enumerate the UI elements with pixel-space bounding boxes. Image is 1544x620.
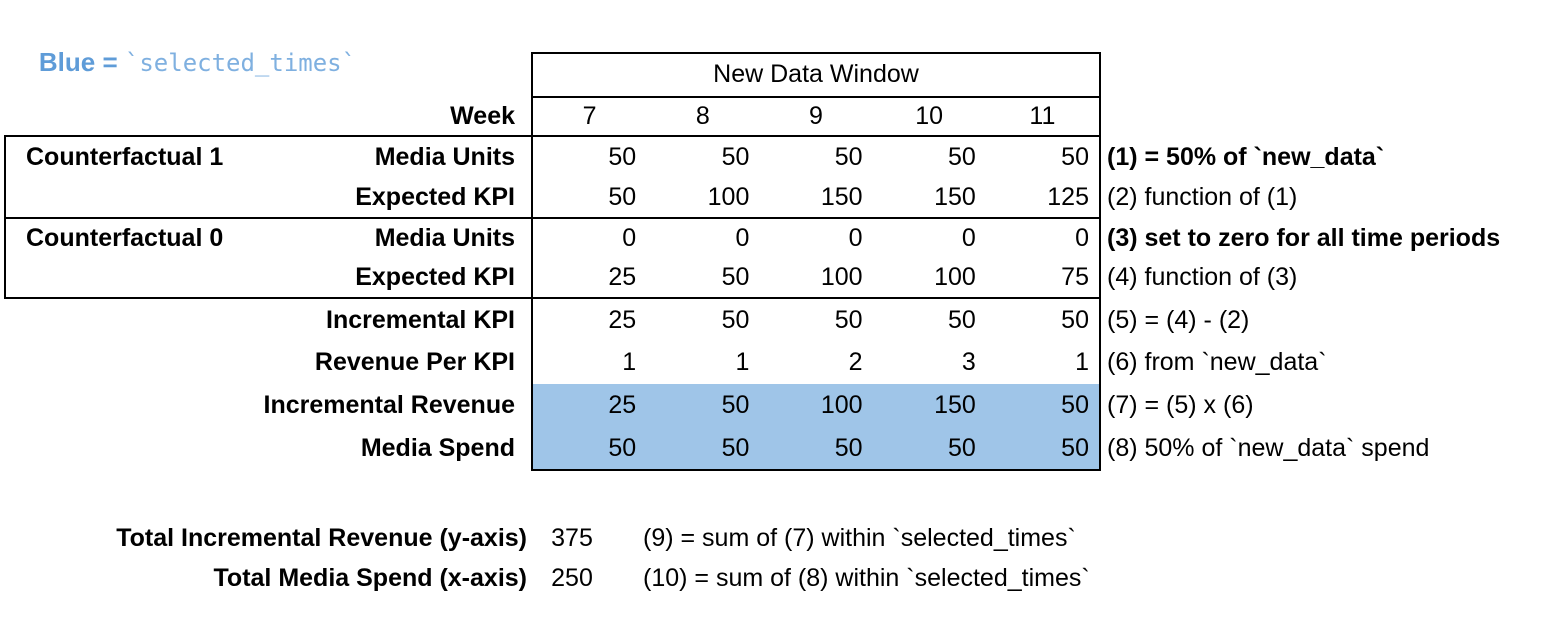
legend: Blue = `selected_times`: [10, 16, 356, 109]
week-cell: 10: [915, 101, 944, 130]
row-label: Incremental Revenue: [263, 391, 516, 419]
week-cell: 9: [809, 101, 823, 130]
row-annotation: (7) = (5) x (6): [1107, 391, 1254, 419]
table-cell: 125: [1047, 182, 1089, 211]
row-annotation: (8) 50% of `new_data` spend: [1107, 434, 1430, 462]
week-cell: 11: [1029, 101, 1056, 130]
table-cell: 25: [608, 305, 637, 334]
table-cell: 3: [961, 348, 976, 376]
table-cell: 50: [721, 305, 750, 334]
total-incremental-revenue-label: Total Incremental Revenue (y-axis): [116, 523, 527, 552]
rule-under-cf0: [531, 297, 1101, 299]
total-media-spend-value: 250: [551, 563, 593, 592]
table-cell: 50: [608, 142, 637, 171]
total-incremental-revenue-value: 375: [551, 523, 593, 552]
table-cell: 2: [848, 348, 863, 376]
table-cell: 50: [834, 305, 863, 334]
week-cell: 7: [582, 101, 597, 130]
row-label: Expected KPI: [355, 263, 515, 291]
row-annotation: (3) set to zero for all time periods: [1107, 223, 1501, 252]
table-cell: 50: [834, 434, 863, 462]
rule-under-week-row: [531, 135, 1101, 137]
total-incremental-revenue-annotation: (9) = sum of (7) within `selected_times`: [643, 523, 1076, 552]
row-label: Incremental KPI: [326, 305, 515, 334]
table-cell: 0: [1075, 223, 1089, 252]
table-cell: 50: [947, 142, 976, 171]
row-annotation: (1) = 50% of `new_data`: [1107, 142, 1385, 171]
table-cell: 1: [1075, 348, 1089, 376]
week-cell: 8: [695, 101, 710, 130]
table-cell: 100: [707, 182, 750, 211]
table-cell: 0: [848, 223, 863, 252]
legend-code: `selected_times`: [124, 49, 357, 77]
row-label: Revenue Per KPI: [314, 348, 515, 376]
table-cell: 1: [622, 348, 637, 376]
table-cell: 50: [608, 182, 637, 211]
table-cell: 0: [961, 223, 976, 252]
selected-times-highlight: [533, 384, 1099, 470]
table-cell: 25: [608, 263, 637, 291]
table-cell: 50: [721, 434, 750, 462]
row-label: Media Spend: [360, 434, 515, 462]
row-annotation: (6) from `new_data`: [1107, 348, 1327, 376]
table-cell: 100: [820, 263, 863, 291]
table-cell: 150: [934, 391, 976, 419]
total-media-spend-label: Total Media Spend (x-axis): [213, 563, 527, 592]
table-cell: 0: [622, 223, 637, 252]
group-label-counterfactual-0: Counterfactual 0: [26, 223, 224, 252]
row-label: Media Units: [374, 142, 515, 171]
row-annotation: (2) function of (1): [1107, 182, 1298, 211]
row-annotation: (5) = (4) - (2): [1107, 305, 1250, 334]
rule-under-window-header: [531, 96, 1101, 98]
legend-prefix: Blue =: [38, 47, 125, 77]
counterfactual-0-box: [4, 217, 533, 299]
table-cell: 50: [1061, 434, 1089, 462]
table-cell: 50: [1061, 142, 1089, 171]
total-media-spend-annotation: (10) = sum of (8) within `selected_times…: [643, 563, 1090, 592]
table-cell: 100: [934, 263, 976, 291]
rule-under-cf1: [531, 217, 1101, 219]
table-cell: 25: [608, 391, 637, 419]
group-label-counterfactual-1: Counterfactual 1: [26, 142, 224, 171]
row-annotation: (4) function of (3): [1107, 263, 1298, 291]
table-cell: 50: [947, 434, 976, 462]
table-cell: 1: [735, 348, 750, 376]
table-cell: 50: [1061, 305, 1089, 334]
table-cell: 150: [934, 182, 976, 211]
table-cell: 100: [820, 391, 863, 419]
week-label: Week: [450, 101, 515, 130]
row-label: Media Units: [374, 223, 515, 252]
table-cell: 50: [834, 142, 863, 171]
table-cell: 75: [1061, 263, 1089, 291]
row-label: Expected KPI: [355, 182, 515, 211]
window-header: New Data Window: [713, 59, 919, 88]
table-cell: 50: [1061, 391, 1089, 419]
table-cell: 50: [608, 434, 637, 462]
table-cell: 0: [735, 223, 750, 252]
table-cell: 50: [721, 142, 750, 171]
table-cell: 150: [820, 182, 863, 211]
table-cell: 50: [721, 263, 750, 291]
table-cell: 50: [947, 305, 976, 334]
table-cell: 50: [721, 391, 750, 419]
